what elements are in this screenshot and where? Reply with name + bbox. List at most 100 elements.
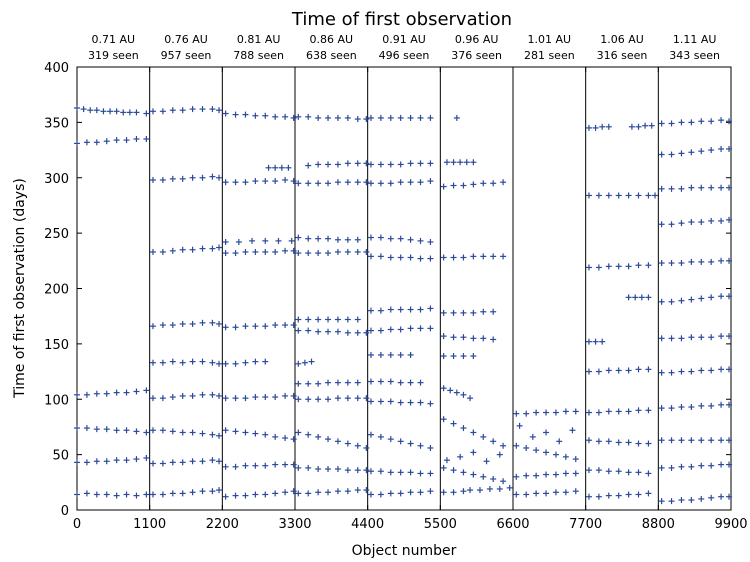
data-point — [282, 461, 289, 468]
data-point — [490, 180, 497, 187]
data-point — [460, 254, 467, 261]
data-point — [440, 353, 447, 360]
data-point — [460, 469, 467, 476]
data-point — [480, 180, 487, 187]
data-point — [605, 492, 612, 499]
data-point — [87, 107, 94, 114]
data-point — [625, 294, 632, 301]
data-point — [698, 184, 705, 191]
data-point — [397, 399, 404, 406]
data-point — [325, 114, 332, 121]
data-point — [325, 328, 332, 335]
data-point — [103, 491, 110, 498]
data-point — [480, 433, 487, 440]
data-point — [417, 255, 424, 262]
data-point — [169, 490, 176, 497]
data-point — [407, 306, 414, 313]
data-point — [262, 394, 269, 401]
data-point — [159, 322, 166, 329]
data-point — [159, 491, 166, 498]
data-point — [708, 494, 715, 501]
data-point — [615, 468, 622, 475]
data-point — [726, 216, 733, 223]
data-point — [354, 160, 361, 167]
x-tick-label: 4400 — [351, 517, 384, 532]
data-point — [562, 489, 569, 496]
data-point — [529, 433, 536, 440]
data-point — [470, 159, 477, 166]
data-point — [282, 322, 289, 329]
data-point — [334, 438, 341, 445]
y-tick-label: 150 — [44, 338, 69, 353]
data-point — [625, 491, 632, 498]
x-tick-label: 9900 — [714, 517, 747, 532]
data-point — [387, 490, 394, 497]
data-point — [295, 250, 302, 257]
data-point — [552, 489, 559, 496]
data-point — [133, 135, 140, 142]
data-point — [377, 433, 384, 440]
data-point — [708, 294, 715, 301]
data-point — [480, 308, 487, 315]
data-point — [585, 192, 592, 199]
data-point — [334, 316, 341, 323]
data-point — [552, 409, 559, 416]
data-point — [242, 492, 249, 499]
data-point — [708, 402, 715, 409]
data-point — [126, 109, 133, 116]
data-point — [159, 427, 166, 434]
data-point — [688, 368, 695, 375]
data-point — [252, 491, 259, 498]
data-point — [453, 389, 460, 396]
data-point — [407, 351, 414, 358]
data-point — [272, 113, 279, 120]
x-tick-label: 6600 — [496, 517, 529, 532]
data-point — [143, 491, 150, 498]
data-point — [290, 322, 297, 329]
data-point — [658, 405, 665, 412]
data-point — [216, 432, 223, 439]
data-point — [460, 391, 467, 398]
data-point — [377, 327, 384, 334]
data-point — [387, 114, 394, 121]
data-point — [367, 327, 374, 334]
data-point — [363, 248, 370, 255]
data-point — [354, 236, 361, 243]
data-point — [133, 388, 140, 395]
data-point — [367, 161, 374, 168]
data-point — [252, 358, 259, 365]
data-point — [334, 395, 341, 402]
data-point — [443, 159, 450, 166]
data-point — [363, 467, 370, 474]
data-point — [678, 404, 685, 411]
data-point — [315, 180, 322, 187]
data-point — [344, 114, 351, 121]
data-point — [718, 184, 725, 191]
data-point — [595, 264, 602, 271]
data-point — [189, 392, 196, 399]
data-point — [572, 456, 579, 463]
data-point — [450, 182, 457, 189]
data-point — [344, 316, 351, 323]
data-point — [315, 114, 322, 121]
data-point — [133, 109, 140, 116]
data-point — [635, 407, 642, 414]
data-point — [708, 334, 715, 341]
data-point — [387, 326, 394, 333]
data-point — [199, 358, 206, 365]
data-point — [718, 401, 725, 408]
data-point — [232, 179, 239, 186]
data-point — [344, 179, 351, 186]
data-point — [688, 119, 695, 126]
data-point — [363, 487, 370, 494]
data-point — [325, 379, 332, 386]
data-point — [290, 461, 297, 468]
data-point — [103, 390, 110, 397]
data-point — [688, 437, 695, 444]
data-point — [688, 219, 695, 226]
data-point — [149, 491, 156, 498]
band-seen-label: 376 seen — [451, 49, 502, 62]
data-point — [658, 498, 665, 505]
data-point — [159, 359, 166, 366]
data-point — [149, 460, 156, 467]
